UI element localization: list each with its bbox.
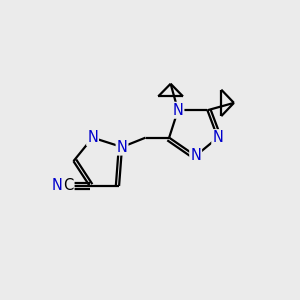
Text: N: N: [190, 148, 201, 164]
Text: N: N: [52, 178, 63, 194]
Text: N: N: [87, 130, 98, 145]
Text: N: N: [117, 140, 128, 154]
Text: C: C: [63, 178, 74, 194]
Text: N: N: [172, 103, 183, 118]
Text: N: N: [212, 130, 223, 145]
